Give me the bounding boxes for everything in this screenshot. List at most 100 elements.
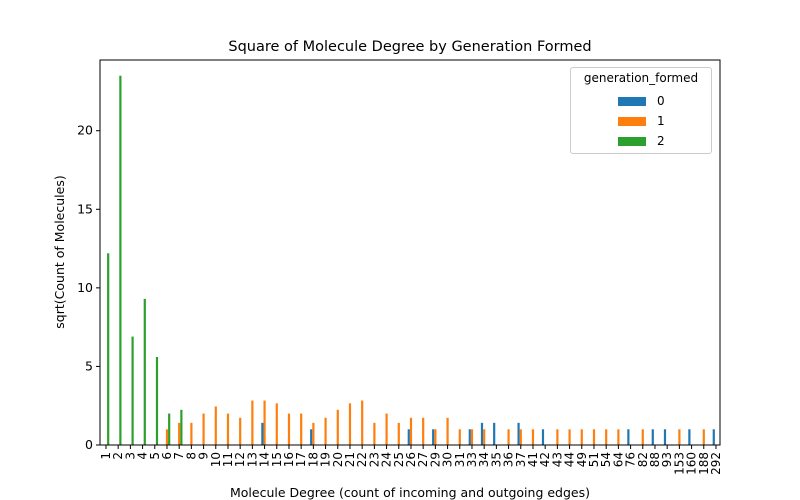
bar-series-2-4 [143,298,146,445]
bar-series-1-9 [202,413,205,445]
legend-label-0: 0 [657,94,665,108]
y-tick-label: 5 [85,358,93,373]
x-tick-label: 6 [160,452,174,460]
x-tick-label: 30 [441,452,455,467]
x-tick-label: 34 [477,452,491,467]
bar-series-2-2 [119,75,122,446]
y-axis-label: sqrt(Count of Molecules) [52,175,67,328]
bar-series-1-43 [556,429,559,445]
x-tick-label: 5 [148,452,162,460]
bar-series-1-64 [617,429,620,445]
x-tick-label: 1 [99,452,113,460]
bar-series-1-13 [251,400,254,445]
bar-series-1-36 [507,429,510,445]
x-axis-label: Molecule Degree (count of incoming and o… [230,485,590,500]
x-tick-label: 76 [624,452,638,467]
x-tick-label: 88 [648,452,662,467]
bars-group [107,75,715,446]
bar-series-1-24 [385,413,388,445]
x-tick-label: 37 [514,452,528,467]
bar-series-1-82 [641,429,644,445]
bar-series-1-34 [483,429,486,445]
x-tick-label: 54 [599,452,613,467]
x-tick-label: 12 [233,452,247,467]
x-tick-label: 20 [331,452,345,467]
x-tick-label: 51 [587,452,601,467]
bar-series-0-14 [261,422,264,445]
bar-series-1-27 [422,417,425,445]
x-tick-label: 36 [502,452,516,467]
bar-series-1-8 [190,422,193,445]
x-tick-label: 26 [404,452,418,467]
bar-series-1-44 [568,429,571,445]
legend: generation_formed 0 1 2 [570,67,712,154]
bar-series-2-7 [180,409,183,445]
x-tick-label: 21 [343,452,357,467]
x-tick-label: 18 [306,452,320,467]
x-tick-label: 19 [319,452,333,467]
x-tick-label: 17 [294,452,308,467]
bar-series-0-93 [663,429,667,445]
bar-series-1-15 [275,403,278,445]
bar-series-1-51 [592,429,596,445]
x-tick-label: 49 [575,452,589,467]
legend-title: generation_formed [583,71,699,85]
legend-label-2: 2 [657,134,665,148]
y-tick-label: 10 [77,280,93,295]
bar-series-1-29 [434,429,437,445]
bar-series-1-20 [336,409,339,445]
x-tick-label: 15 [270,452,284,467]
bar-series-1-10 [214,406,217,445]
bar-series-0-88 [651,429,654,445]
y-axis: 0 5 10 15 20 [77,123,100,452]
bar-series-0-33 [468,429,471,445]
plot-frame [99,59,721,446]
bar-series-2-3 [131,336,134,445]
x-tick-label: 82 [636,452,650,467]
x-tick-label: 4 [136,452,150,460]
bar-series-0-42 [541,429,545,445]
bar-series-2-6 [168,413,171,445]
bar-series-1-41 [531,429,535,445]
bar-series-2-1 [107,253,110,445]
x-tick-label: 188 [697,452,711,475]
bar-series-1-22 [361,400,364,445]
bar-series-1-33 [470,429,474,445]
x-tick-label: 292 [709,452,723,475]
legend-swatch-2 [618,137,646,146]
bar-series-1-17 [300,413,303,445]
bar-series-1-30 [446,417,449,445]
bar-series-0-292 [712,429,715,445]
x-tick-label: 23 [367,452,381,467]
x-tick-label: 29 [428,452,442,467]
bar-series-1-14 [263,400,266,445]
x-tick-label: 43 [550,452,564,467]
x-tick-label: 41 [526,452,540,467]
bar-series-1-7 [178,422,181,445]
x-tick-label: 22 [355,452,369,467]
x-tick-label: 93 [660,452,674,467]
x-tick-label: 7 [172,452,186,460]
bar-series-0-76 [627,429,630,445]
x-tick-label: 3 [123,452,137,460]
x-tick-label: 35 [489,452,503,467]
legend-swatch-1 [618,117,646,126]
x-tick-label: 44 [563,452,577,467]
x-tick-label: 2 [111,452,125,460]
x-tick-label: 24 [380,452,394,467]
bar-series-1-49 [580,429,583,445]
bar-series-1-11 [226,413,230,445]
x-tick-label: 64 [611,452,625,467]
bar-series-0-18 [310,429,313,445]
bar-series-1-26 [409,417,413,445]
bar-series-1-54 [605,429,608,445]
bar-series-1-153 [678,429,681,445]
x-tick-label: 160 [685,452,699,475]
legend-swatch-0 [618,97,646,106]
x-tick-label: 31 [453,452,467,467]
bar-series-0-160 [688,429,691,445]
bar-series-1-21 [348,403,352,445]
x-tick-label: 9 [197,452,211,460]
bar-series-0-35 [493,422,496,445]
